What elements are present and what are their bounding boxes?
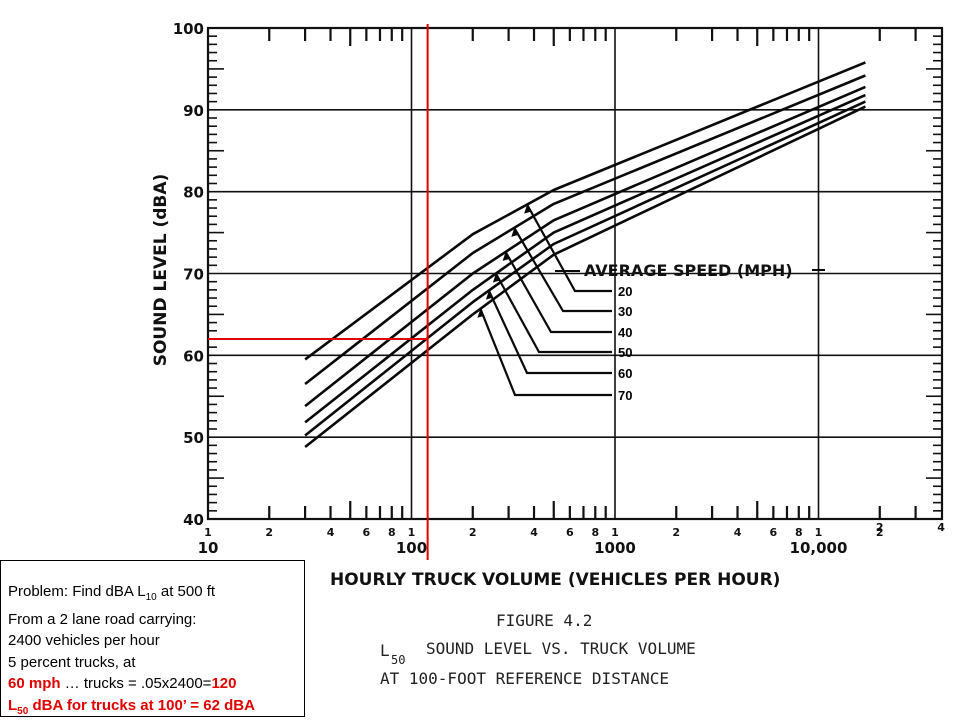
problem-line-1-text: Problem: Find dBA L (8, 583, 146, 600)
speed-arrows (477, 205, 825, 395)
figure-subtitle: SOUND LEVEL VS. TRUCK VOLUME (426, 639, 696, 658)
y-axis-label: SOUND LEVEL (dBA) (151, 174, 171, 367)
problem-answer-text: dBA for trucks at 100’ = 62 dBA (28, 697, 255, 714)
x-minor-label: 1 (611, 526, 619, 539)
series-line-20 (305, 62, 865, 359)
x-decade-label: 10,000 (790, 539, 848, 557)
y-tick-label: 70 (183, 266, 204, 284)
x-axis-label: HOURLY TRUCK VOLUME (VEHICLES PER HOUR) (330, 570, 780, 590)
y-tick-label: 90 (183, 102, 204, 120)
speed-label-40: 40 (618, 325, 632, 340)
figure-subtitle-line2: AT 100-FOOT REFERENCE DISTANCE (380, 669, 669, 688)
y-tick-label: 60 (183, 347, 204, 365)
x-minor-label: 1 (815, 526, 823, 539)
problem-answer-prefix: L (8, 697, 17, 714)
x-minor-label: 2 (672, 526, 680, 539)
x-top-label: 4 (937, 521, 945, 534)
x-minor-label: 4 (327, 526, 335, 539)
x-minor-label: 8 (795, 526, 803, 539)
speed-label-50: 50 (618, 345, 632, 360)
problem-trucks-value: 120 (211, 675, 236, 692)
x-minor-label: 2 (469, 526, 477, 539)
x-decade-label: 1000 (594, 539, 636, 557)
speed-label-30: 30 (618, 304, 632, 319)
problem-line-3: 2400 vehicles per hour (8, 630, 298, 652)
x-minor-label: 6 (566, 526, 574, 539)
speed-label-70: 70 (618, 388, 632, 403)
figure-subtitle-prefix: L (380, 641, 390, 660)
x-minor-label: 2 (265, 526, 273, 539)
problem-trucks-text: … trucks = .05x2400= (61, 675, 212, 692)
problem-box: Problem: Find dBA L10 at 500 ft From a 2… (0, 560, 305, 717)
y-tick-label: 80 (183, 184, 204, 202)
y-tick-label: 100 (173, 20, 204, 38)
problem-line-2: From a 2 lane road carrying: (8, 609, 298, 631)
caption-area: HOURLY TRUCK VOLUME (VEHICLES PER HOUR) … (310, 560, 960, 720)
speed-series (305, 62, 865, 447)
speed-label-20: 20 (618, 284, 632, 299)
x-minor-label: 8 (388, 526, 396, 539)
x-minor-label: 6 (770, 526, 778, 539)
y-tick-label: 40 (183, 511, 204, 529)
problem-line-6: L50 dBA for trucks at 100’ = 62 dBA (8, 695, 298, 722)
x-minor-label: 1 (204, 526, 212, 539)
y-tick-label: 50 (183, 429, 204, 447)
legend-title: AVERAGE SPEED (MPH) (584, 261, 793, 280)
problem-line-1-end: at 500 ft (157, 583, 215, 600)
problem-line-1: Problem: Find dBA L10 at 500 ft (8, 581, 298, 609)
x-minor-label: 8 (591, 526, 599, 539)
series-line-40 (305, 87, 865, 406)
x-minor-label: 4 (530, 526, 538, 539)
problem-answer-sub: 50 (17, 706, 28, 717)
speed-label-60: 60 (618, 366, 632, 381)
x-minor-label: 1 (408, 526, 416, 539)
x-decade-label: 10 (198, 539, 219, 557)
figure-subtitle-sub: 50 (391, 653, 405, 667)
problem-line-4: 5 percent trucks, at (8, 652, 298, 674)
x-minor-label: 4 (734, 526, 742, 539)
x-decade-label: 100 (396, 539, 427, 557)
x-minor-label: 6 (363, 526, 371, 539)
problem-line-1-sub: 10 (146, 592, 157, 603)
problem-speed: 60 mph (8, 675, 61, 692)
figure-title: FIGURE 4.2 (496, 611, 592, 630)
x-top-label: 2 (876, 521, 884, 534)
problem-line-5: 60 mph … trucks = .05x2400=120 (8, 673, 298, 695)
